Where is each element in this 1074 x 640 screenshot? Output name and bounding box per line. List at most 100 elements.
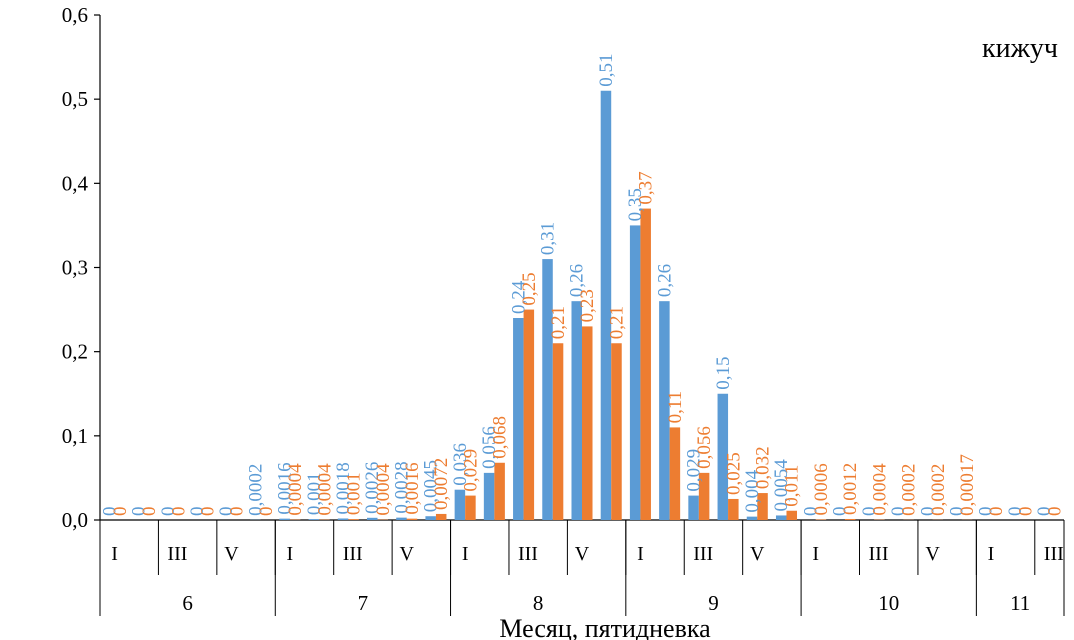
data-label: 0 bbox=[946, 507, 967, 517]
data-label: 0,37 bbox=[636, 171, 657, 204]
bar bbox=[571, 301, 582, 520]
y-tick-label: 0,5 bbox=[62, 87, 88, 111]
data-label: 0,23 bbox=[577, 289, 598, 322]
data-label: 0,011 bbox=[782, 465, 803, 507]
data-label: 0 bbox=[216, 507, 237, 517]
data-label: 0 bbox=[917, 507, 938, 517]
x-tick-label: III bbox=[343, 543, 363, 565]
data-label: 0,056 bbox=[479, 426, 500, 469]
chart-title: кижуч bbox=[982, 33, 1058, 64]
x-tick-label: V bbox=[224, 543, 239, 565]
data-label: 0,11 bbox=[665, 391, 686, 424]
y-tick-label: 0,0 bbox=[62, 508, 88, 532]
data-label: 0,0004 bbox=[285, 463, 306, 516]
data-label: 0 bbox=[1005, 507, 1026, 516]
x-tick-label: I bbox=[637, 543, 644, 565]
data-label: 0 bbox=[800, 507, 821, 517]
bar bbox=[786, 510, 798, 520]
bar bbox=[552, 343, 564, 520]
data-label: 0 bbox=[227, 507, 248, 517]
data-label: 0,26 bbox=[654, 264, 675, 297]
x-tick-label: I bbox=[988, 543, 995, 565]
bar bbox=[483, 472, 495, 520]
bar bbox=[425, 516, 436, 520]
bar bbox=[659, 301, 670, 520]
data-label: 0,029 bbox=[684, 449, 705, 492]
x-tick-label: V bbox=[925, 543, 940, 565]
data-label: 0 bbox=[1045, 507, 1066, 517]
data-label: 0,056 bbox=[694, 426, 715, 469]
data-label: 0,025 bbox=[723, 452, 744, 495]
data-label: 0,0026 bbox=[362, 462, 383, 514]
bar bbox=[669, 427, 681, 520]
data-labels: 0 0 0 0 0 0,0002 0,0016 0,001 0,0018 0,0026 0,0028… bbox=[99, 54, 1065, 517]
bar bbox=[600, 90, 612, 520]
bar bbox=[629, 225, 641, 520]
y-axis: 0,0 0,1 0,2 0,3 0,4 0,5 0,6 bbox=[62, 3, 101, 532]
data-label: 0,0016 bbox=[402, 462, 423, 514]
y-tick-label: 0,4 bbox=[62, 171, 89, 195]
bar bbox=[815, 519, 827, 520]
x-group-label: 7 bbox=[358, 591, 369, 615]
data-label: 0 bbox=[187, 507, 208, 517]
x-group-label: 8 bbox=[533, 591, 544, 615]
data-label: 0,0004 bbox=[869, 463, 890, 516]
bar bbox=[582, 326, 593, 520]
y-tick-label: 0,3 bbox=[62, 256, 88, 280]
data-label: 0,26 bbox=[567, 264, 588, 297]
bar bbox=[279, 518, 290, 520]
x-group-label: 9 bbox=[708, 591, 719, 615]
data-label: 0 bbox=[168, 507, 189, 517]
y-tick-label: 0,6 bbox=[62, 3, 88, 27]
bar bbox=[465, 495, 476, 520]
bar bbox=[308, 519, 320, 520]
data-label: 0,24 bbox=[508, 280, 529, 314]
data-label: 0,31 bbox=[538, 222, 559, 255]
data-label: 0 bbox=[830, 507, 851, 517]
data-label: 0,0012 bbox=[840, 463, 861, 515]
data-label: 0,35 bbox=[625, 188, 646, 221]
data-label: 0,0045 bbox=[421, 460, 442, 512]
data-label: 0,25 bbox=[519, 272, 540, 305]
x-group-label: 11 bbox=[1010, 591, 1030, 615]
data-label: 0 bbox=[110, 507, 131, 517]
bar bbox=[366, 517, 378, 520]
data-label: 0 bbox=[1015, 507, 1036, 517]
data-label: 0,032 bbox=[753, 446, 774, 489]
data-label: 0,0002 bbox=[245, 464, 266, 516]
bar bbox=[688, 495, 699, 520]
data-label: 0,0004 bbox=[373, 463, 394, 516]
x-tick-label: III bbox=[167, 543, 187, 565]
data-label: 0,0004 bbox=[314, 463, 335, 516]
x-group-label: 6 bbox=[182, 591, 193, 615]
bar bbox=[513, 318, 524, 520]
data-label: 0 bbox=[1034, 507, 1055, 517]
data-label: 0 bbox=[129, 507, 150, 517]
bar bbox=[494, 462, 505, 520]
data-label: 0,0018 bbox=[333, 462, 354, 514]
bar bbox=[435, 513, 447, 520]
bar bbox=[337, 518, 349, 520]
data-label: 0 bbox=[976, 507, 997, 517]
x-tick-label: I bbox=[462, 543, 469, 565]
data-label: 0,001 bbox=[304, 472, 325, 515]
data-label: 0 bbox=[139, 507, 160, 517]
data-label: 0 bbox=[256, 507, 277, 517]
data-label: 0 bbox=[986, 507, 1007, 517]
data-label: 0,0002 bbox=[899, 464, 920, 516]
bar bbox=[542, 259, 553, 520]
bar bbox=[454, 489, 466, 520]
x-tick-label: I bbox=[111, 543, 118, 565]
data-label: 0,029 bbox=[460, 449, 481, 492]
y-tick-label: 0,1 bbox=[62, 424, 88, 448]
data-label: 0,21 bbox=[606, 306, 627, 339]
bar bbox=[775, 515, 787, 520]
x-tick-label: V bbox=[575, 543, 590, 565]
data-label: 0,0002 bbox=[928, 464, 949, 516]
data-label: 0 bbox=[99, 507, 120, 517]
x-tick-label: III bbox=[518, 543, 538, 565]
x-tick-label: III bbox=[1044, 543, 1064, 565]
x-tick-label: III bbox=[869, 543, 889, 565]
